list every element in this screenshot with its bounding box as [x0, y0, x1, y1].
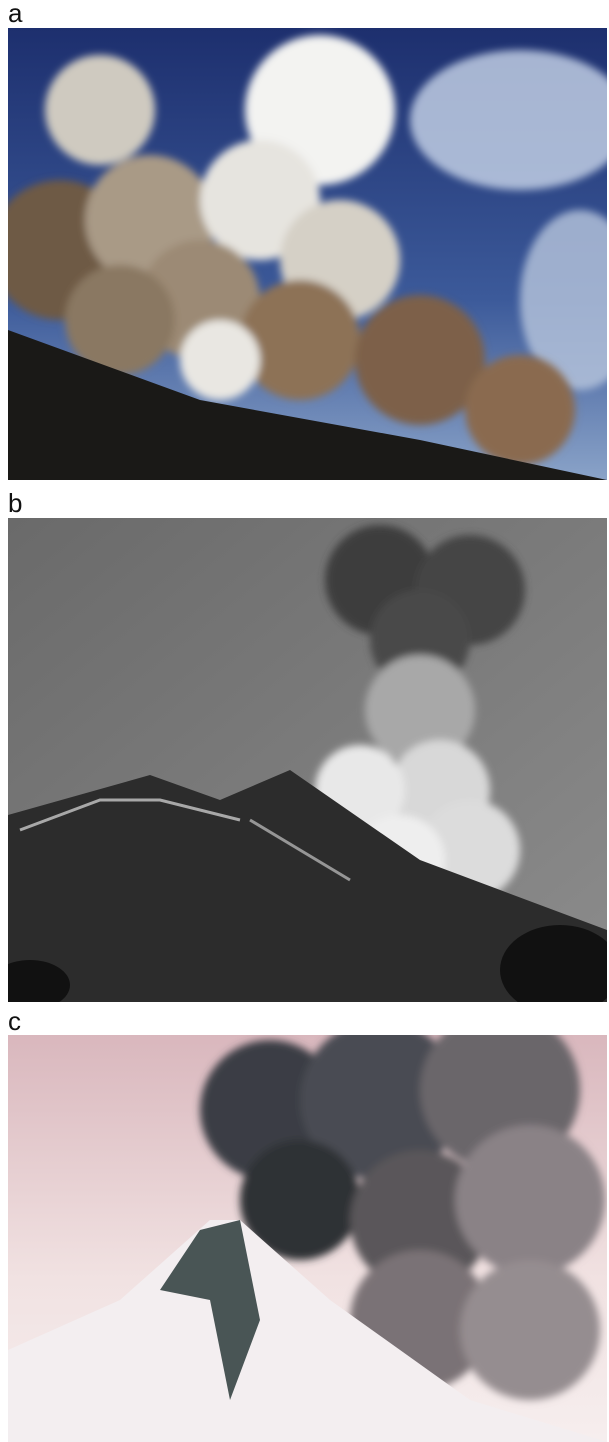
photo — [8, 1010, 607, 1442]
panel-label: a — [8, 0, 23, 28]
photo — [0, 518, 609, 1015]
figure: a b — [0, 0, 609, 1442]
page: a b — [0, 0, 609, 1442]
panel-label: b — [8, 488, 22, 518]
photo — [0, 28, 609, 480]
panel-label: c — [8, 1006, 21, 1036]
